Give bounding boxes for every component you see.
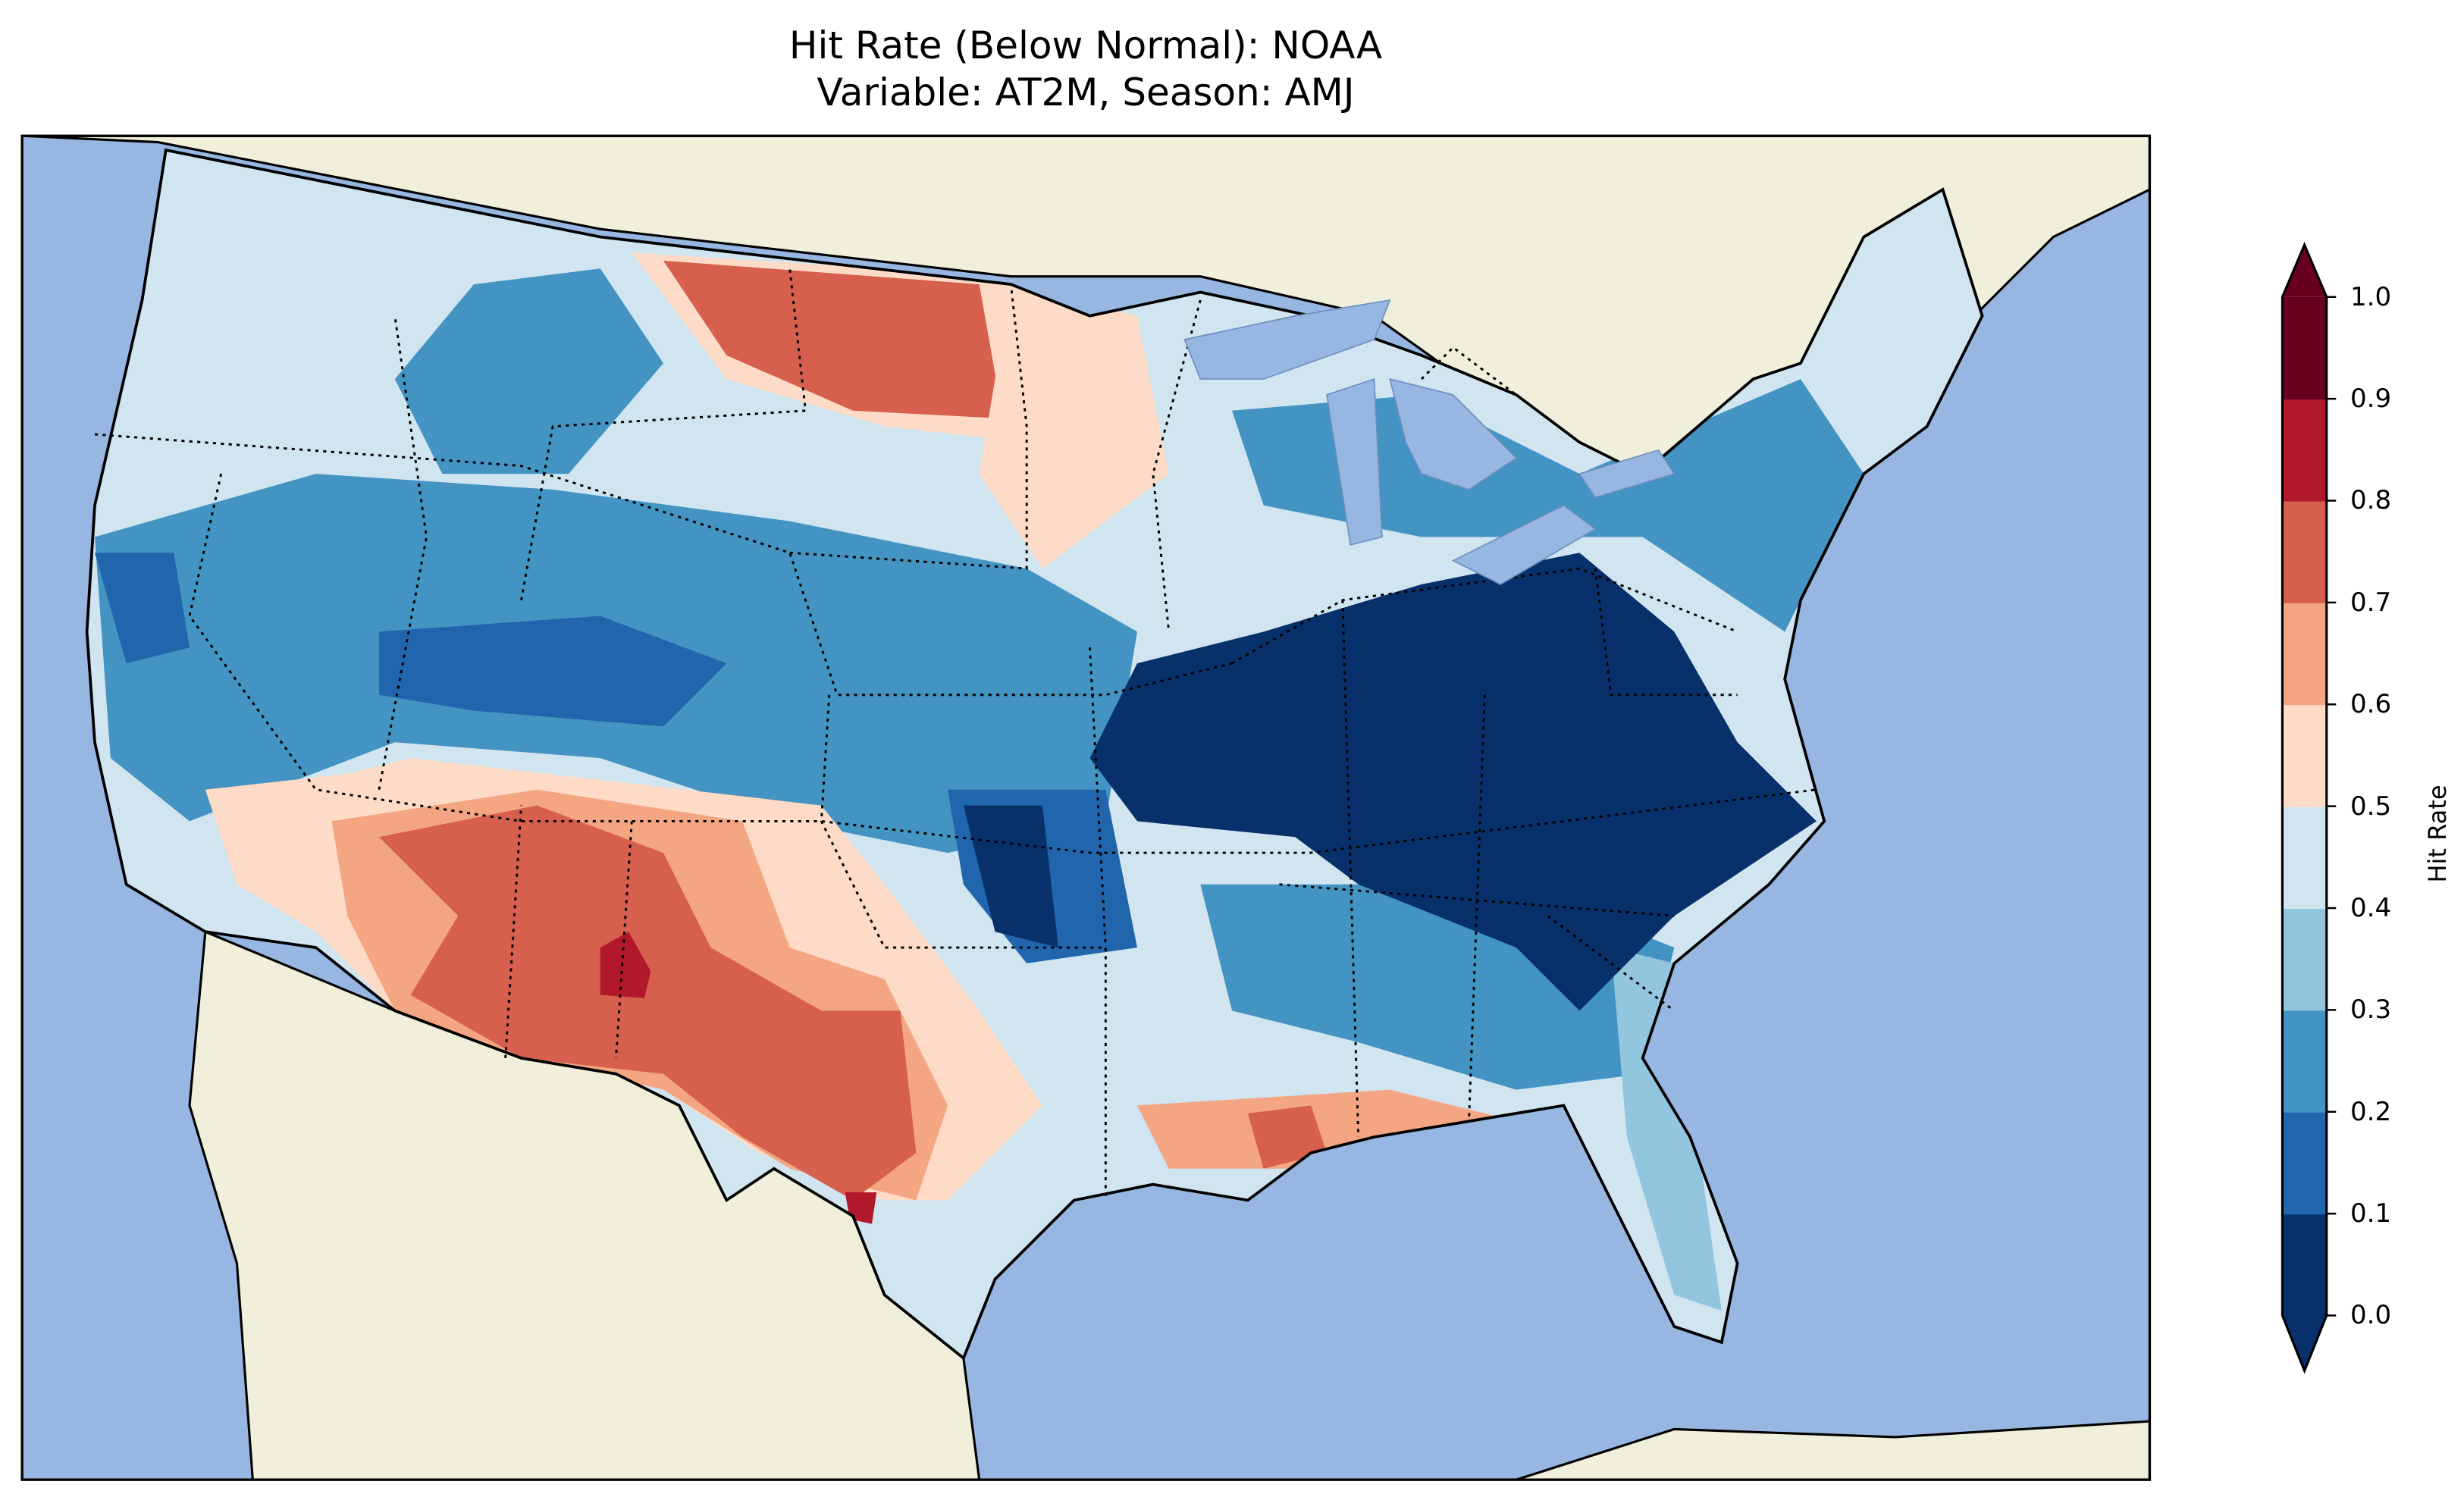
colorbar-tick-label: 0.8 (2350, 485, 2392, 516)
colorbar-tick-label: 0.7 (2350, 587, 2392, 618)
colorbar-tick-label: 0.5 (2350, 791, 2392, 822)
chart-subtitle: Variable: AT2M, Season: AMJ (817, 70, 1355, 114)
colorbar-tick-label: 0.4 (2350, 892, 2392, 923)
chart-title: Hit Rate (Below Normal): NOAA (788, 23, 1383, 67)
colorbar-segment (2282, 1214, 2327, 1317)
colorbar-label: Hit Rate (2423, 785, 2452, 883)
colorbar-tick-label: 0.1 (2350, 1198, 2392, 1229)
caribbean-land (1516, 1420, 2150, 1480)
colorbar (2281, 241, 2337, 1374)
colorbar-segment (2282, 704, 2327, 807)
map-frame (20, 134, 2152, 1481)
great-lakes (1183, 299, 1676, 585)
colorbar-tick-label: 1.0 (2350, 281, 2392, 312)
colorbar-segment (2282, 296, 2327, 400)
colorbar-segment (2282, 806, 2327, 910)
colorbar-tick-label: 0.0 (2350, 1300, 2392, 1331)
colorbar-segment (2282, 1010, 2327, 1113)
colorbar-segment (2282, 399, 2327, 502)
colorbar-segment (2282, 1111, 2327, 1215)
colorbar-segment (2282, 908, 2327, 1011)
colorbar-tick-label: 0.3 (2350, 994, 2392, 1026)
colorbar-extend-max (2282, 245, 2327, 297)
colorbar-segment (2282, 602, 2327, 706)
colorbar-extend-min (2282, 1315, 2327, 1371)
colorbar-segment (2282, 500, 2327, 603)
state-borders (94, 268, 1817, 1201)
colorbar-tick-label: 0.2 (2350, 1096, 2392, 1127)
colorbar-tick-label: 0.9 (2350, 384, 2392, 415)
colorbar-tick-label: 0.6 (2350, 689, 2392, 720)
